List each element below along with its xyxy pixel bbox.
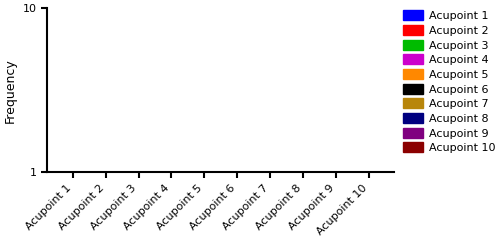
Bar [260, 172, 280, 241]
Bar [194, 172, 214, 241]
Bar [128, 172, 148, 241]
Bar [63, 172, 82, 241]
Legend: Acupoint 1, Acupoint 2, Acupoint 3, Acupoint 4, Acupoint 5, Acupoint 6, Acupoint: Acupoint 1, Acupoint 2, Acupoint 3, Acup… [404, 10, 496, 153]
Bar [96, 172, 116, 241]
Bar [326, 172, 345, 241]
Bar [162, 172, 182, 241]
Bar [228, 172, 247, 241]
Bar [359, 172, 378, 241]
Y-axis label: Frequency: Frequency [4, 58, 17, 123]
Bar [293, 172, 313, 241]
